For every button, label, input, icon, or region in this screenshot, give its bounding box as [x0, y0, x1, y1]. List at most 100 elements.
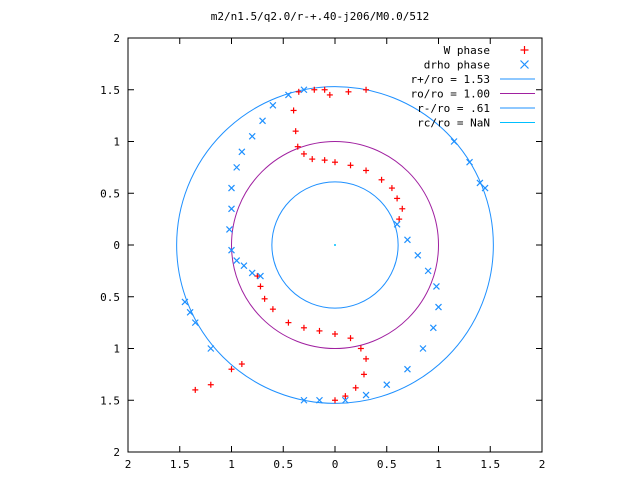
drho-phase-point: [316, 396, 323, 404]
drho-phase-point: [269, 101, 277, 109]
drho-phase-point: [362, 391, 370, 399]
legend-label: r-/ro = .61: [417, 102, 490, 115]
y-tick-label: 2: [113, 446, 120, 459]
chart-title: m2/n1.5/q2.0/r-+.40-j206/M0.0/512: [211, 10, 430, 23]
drho-phase-point: [285, 91, 292, 99]
drho-phase-point: [248, 269, 256, 277]
w-phase-point: [378, 176, 385, 183]
w-phase-point: [321, 157, 328, 164]
w-phase-point: [345, 88, 352, 95]
drho-phase-point: [450, 138, 458, 145]
drho-phase-point: [419, 345, 427, 352]
x-tick-label: 1.5: [170, 458, 190, 471]
w-phase-point: [363, 167, 370, 174]
drho-phase-point: [433, 282, 440, 290]
w-phase-point: [326, 91, 333, 98]
w-phase-point: [285, 319, 292, 326]
w-phase-point: [394, 195, 401, 202]
radius-circle-0: [176, 86, 494, 404]
drho-phase-point: [191, 319, 199, 327]
drho-phase-point: [476, 179, 484, 187]
x-tick-label: 0.5: [377, 458, 397, 471]
drho-phase-point: [238, 148, 246, 156]
w-phase-point: [399, 205, 406, 212]
drho-phase-point: [429, 324, 437, 332]
w-phase-point: [363, 355, 370, 362]
radius-circle-1: [231, 141, 439, 349]
drho-phase-point: [233, 257, 241, 264]
drho-phase-point: [300, 396, 308, 404]
legend-label: W phase: [444, 44, 490, 57]
drho-phase-point: [248, 132, 256, 140]
w-phase-point: [269, 306, 276, 313]
w-phase-point: [192, 386, 199, 393]
w-phase-point: [321, 86, 328, 93]
drho-phase-point: [404, 236, 411, 244]
w-phase-point: [363, 86, 370, 93]
drho-phase-point: [186, 308, 194, 316]
w-phase-point: [207, 381, 214, 388]
drho-phase-point: [393, 220, 401, 228]
w-phase-point: [342, 393, 349, 400]
drho-phase-point: [233, 163, 241, 171]
radius-circle-2: [271, 181, 399, 309]
drho-phase-point: [207, 345, 215, 352]
w-phase-point: [311, 86, 318, 93]
legend-label: rc/ro = NaN: [417, 117, 490, 130]
drho-phase-point: [481, 184, 489, 192]
w-phase-point: [332, 159, 338, 166]
w-phase-point: [300, 150, 307, 157]
w-phase-point: [347, 335, 354, 342]
w-phase-point: [295, 88, 302, 95]
drho-phase-point: [424, 267, 432, 275]
drho-phase-point: [414, 251, 422, 259]
circle-group: [176, 86, 494, 404]
drho-phase-point: [383, 381, 391, 389]
drho-phase-point: [435, 303, 442, 311]
w-phase-point: [388, 185, 395, 192]
drho-phase-point: [228, 246, 235, 254]
x-tick-label: 1.5: [480, 458, 500, 471]
drho-phase-point: [300, 86, 308, 94]
drho-phase-point: [181, 298, 189, 306]
w-phase-point: [290, 107, 297, 114]
w-phase-point: [309, 156, 316, 163]
w-phase-point: [332, 397, 338, 404]
drho-phase-point: [341, 396, 349, 404]
legend-label: r+/ro = 1.53: [411, 73, 490, 86]
x-tick-label: 1: [228, 458, 235, 471]
x-tick-label: 0.5: [273, 458, 293, 471]
y-tick-label: 2: [113, 32, 120, 45]
drho-phase-point: [466, 158, 473, 166]
legend-swatch-cross: [520, 60, 529, 69]
drho-phase-point: [404, 365, 411, 373]
drho-phase-point: [257, 272, 264, 280]
x-tick-label: 2: [539, 458, 546, 471]
w-phase-point: [332, 331, 338, 338]
x-tick-label: 2: [125, 458, 132, 471]
tick-group: 2 1.5 1 0.5 0 0.5 1 1.5 221.510.500.511.52: [100, 32, 545, 471]
w-phase-point: [254, 273, 261, 280]
w-phase-point: [316, 327, 323, 334]
y-tick-label: 1: [113, 343, 120, 356]
y-tick-label: 1.5: [100, 394, 120, 407]
w-phase-point: [300, 324, 307, 331]
w-phase-point: [257, 283, 264, 290]
w-phase-point: [292, 128, 299, 135]
drho-phase-point: [240, 262, 248, 270]
x-tick-label: 0: [332, 458, 339, 471]
w-phase-point: [396, 216, 403, 223]
origin-dot: [334, 244, 336, 246]
drho-phase-point: [228, 184, 235, 192]
y-tick-label: 0: [113, 239, 120, 252]
y-tick-label: 1.5: [100, 84, 120, 97]
w-phase-point: [357, 345, 364, 352]
drho-phase-point: [226, 226, 233, 233]
y-tick-label: 0.5: [100, 187, 120, 200]
w-phase-point: [360, 371, 367, 378]
w-phase-point: [238, 361, 245, 368]
legend-label: drho phase: [424, 59, 490, 72]
drho-phase-point: [228, 205, 235, 213]
